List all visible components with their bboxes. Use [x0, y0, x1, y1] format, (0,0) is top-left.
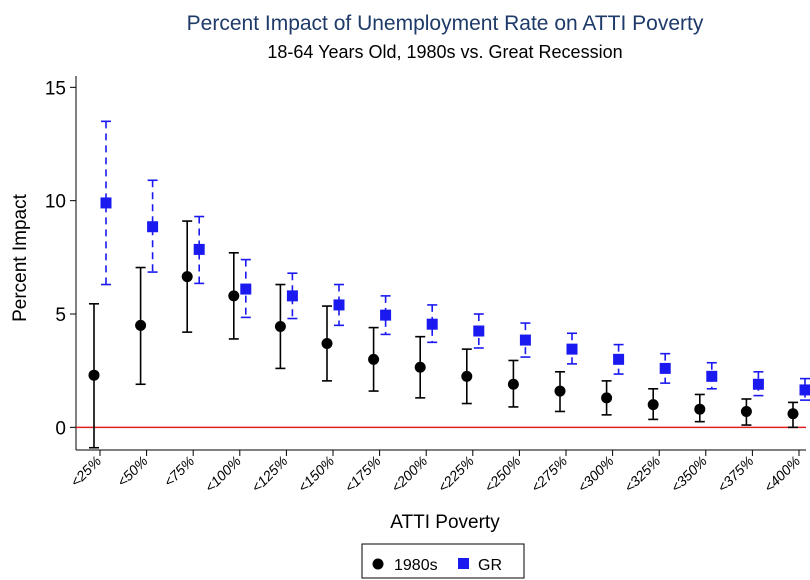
y-axis-title: Percent Impact: [10, 193, 31, 321]
point-1980s: [740, 405, 752, 417]
point-1980s: [88, 369, 100, 381]
legend: 1980s GR: [361, 543, 525, 579]
legend-marker-1980s: [372, 558, 384, 570]
point-gr: [473, 325, 485, 337]
x-tick-label: <50%: [114, 453, 151, 490]
point-1980s: [507, 378, 519, 390]
x-tick-label: <175%: [341, 453, 383, 495]
x-tick-label: <75%: [160, 453, 197, 490]
point-1980s: [274, 320, 286, 332]
x-tick-label: <100%: [202, 453, 244, 495]
point-gr: [193, 243, 205, 255]
point-gr: [613, 353, 625, 365]
point-gr: [752, 378, 764, 390]
point-gr: [426, 318, 438, 330]
x-tick-label: <200%: [388, 453, 430, 495]
point-1980s: [181, 271, 193, 283]
point-1980s: [647, 399, 659, 411]
x-tick-label: <375%: [714, 453, 756, 495]
legend-label-1980s: 1980s: [394, 557, 438, 574]
point-1980s: [461, 370, 473, 382]
point-gr: [659, 362, 671, 374]
point-1980s: [228, 290, 240, 302]
legend-label-gr: GR: [478, 557, 502, 574]
point-1980s: [787, 408, 799, 420]
y-tick-label: 15: [45, 78, 66, 99]
point-gr: [240, 283, 252, 295]
x-tick-label: <275%: [528, 453, 570, 495]
point-gr: [799, 384, 810, 396]
x-tick-label: <325%: [621, 453, 663, 495]
x-tick-label: <125%: [248, 453, 290, 495]
point-1980s: [414, 361, 426, 373]
y-tick-label: 10: [45, 192, 66, 213]
point-1980s: [554, 385, 566, 397]
point-gr: [286, 290, 298, 302]
x-tick-label: <225%: [435, 453, 477, 495]
x-tick-label: <25%: [67, 453, 104, 490]
legend-box: [361, 543, 525, 579]
chart-title: Percent Impact of Unemployment Rate on A…: [187, 12, 704, 35]
point-1980s: [694, 403, 706, 415]
x-axis-title: ATTI Poverty: [390, 512, 500, 533]
point-gr: [519, 334, 531, 346]
point-1980s: [135, 319, 147, 331]
point-1980s: [368, 353, 380, 365]
point-gr: [147, 221, 159, 233]
point-gr: [566, 343, 578, 355]
y-tick-label: 0: [55, 418, 66, 439]
point-1980s: [601, 392, 613, 404]
point-gr: [706, 370, 718, 382]
point-1980s: [321, 337, 333, 349]
x-tick-label: <400%: [761, 453, 803, 495]
y-tick-label: 5: [55, 305, 66, 326]
point-gr: [333, 299, 345, 311]
point-gr: [100, 197, 112, 209]
x-tick-label: <350%: [668, 453, 710, 495]
chart-subtitle: 18-64 Years Old, 1980s vs. Great Recessi…: [267, 42, 622, 62]
x-tick-label: <250%: [481, 453, 523, 495]
legend-marker-gr: [458, 558, 469, 569]
x-tick-label: <300%: [574, 453, 616, 495]
x-tick-label: <150%: [295, 453, 337, 495]
point-gr: [380, 309, 392, 321]
